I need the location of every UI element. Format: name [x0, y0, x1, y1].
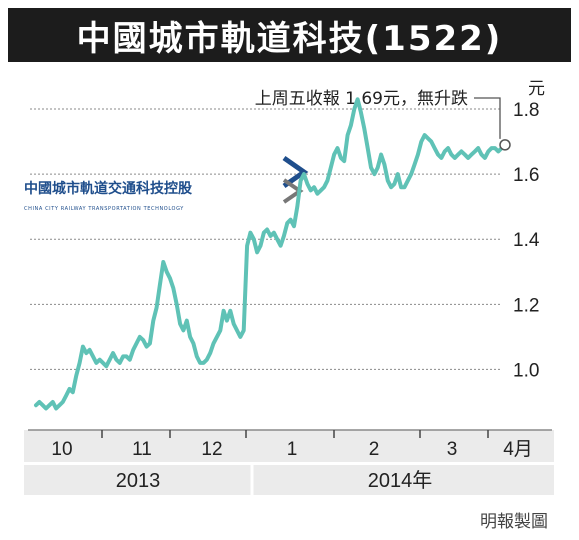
year-band [24, 465, 554, 495]
y-axis-unit: 元 [528, 79, 545, 99]
y-tick-label: 1.2 [513, 295, 539, 316]
series-group [34, 97, 511, 411]
chart-title: 中國城市軌道科技(1522) [8, 8, 571, 62]
y-tick-label: 1.4 [513, 230, 540, 251]
price-line [34, 97, 507, 411]
month-label: 3 [447, 439, 458, 460]
leader-line [474, 97, 501, 139]
month-label: 2 [369, 439, 380, 460]
month-label: 10 [51, 439, 72, 460]
year-label: 2014年 [368, 469, 433, 492]
price-annotation: 上周五收報 1.69元，無升跌 [255, 89, 468, 109]
annotation-leader [474, 97, 501, 139]
month-label: 12 [201, 439, 222, 460]
y-tick-label: 1.8 [513, 100, 539, 121]
y-tick-label: 1.6 [513, 165, 539, 186]
x-axis-month-ticks: 10 11 12 1 2 3 4月 [51, 430, 533, 460]
y-axis-ticks: 1.0 1.2 1.4 1.6 1.8 [513, 100, 540, 381]
x-axis-year-labels: 2013 2014年 [116, 469, 433, 492]
logo-name-cn: 中國城市軌道交通科技控股 [24, 180, 193, 197]
month-label: 4月 [503, 439, 533, 460]
logo-name-en: CHINA CITY RAILWAY TRANSPORTATION TECHNO… [24, 206, 184, 212]
grid [28, 108, 552, 431]
y-tick-label: 1.0 [513, 360, 539, 381]
company-logo: 中國城市軌道交通科技控股 CHINA CITY RAILWAY TRANSPOR… [24, 155, 309, 212]
logo-chevron-icon [282, 155, 309, 189]
credit-label: 明報製圖 [480, 512, 548, 532]
axis-bands [24, 430, 554, 495]
month-label: 11 [132, 439, 152, 460]
month-label: 1 [287, 439, 298, 460]
month-band [24, 430, 554, 462]
year-label: 2013 [116, 470, 161, 492]
last-price-marker [499, 139, 511, 151]
